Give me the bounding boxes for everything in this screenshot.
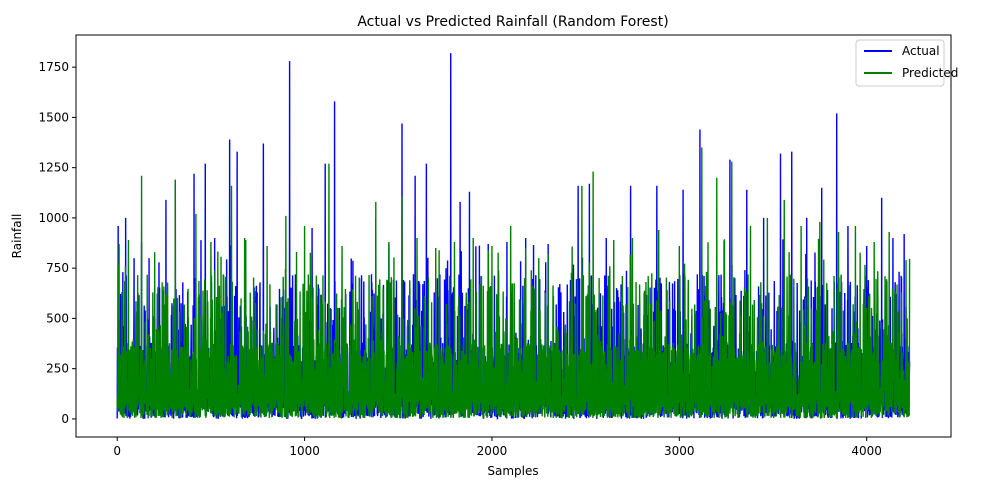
y-axis-label: Rainfall [10, 214, 24, 259]
y-tick-label: 1250 [38, 161, 69, 175]
legend: Actual Predicted [855, 39, 958, 87]
x-tick-label: 1000 [289, 444, 320, 458]
x-tick-label: 2000 [477, 444, 508, 458]
plot-series-layer [116, 53, 911, 420]
x-axis-label: Samples [487, 464, 538, 478]
y-tick-label: 1000 [38, 211, 69, 225]
y-tick-label: 1500 [38, 110, 69, 124]
y-tick-label: 1750 [38, 60, 69, 74]
x-tick-label: 3000 [664, 444, 695, 458]
legend-label-actual: Actual [902, 44, 940, 58]
plot-area-frame [75, 34, 952, 438]
y-tick-label: 250 [46, 362, 69, 376]
x-tick-label: 0 [113, 444, 121, 458]
y-tick-label: 750 [46, 261, 69, 275]
series-line-predicted [116, 147, 911, 420]
y-axis: 0 250 500 750 1000 1250 1500 1750 [38, 60, 76, 426]
y-tick-label: 0 [61, 412, 69, 426]
chart-title: Actual vs Predicted Rainfall (Random For… [357, 14, 668, 30]
y-tick-label: 500 [46, 311, 69, 325]
legend-label-predicted: Predicted [902, 66, 958, 80]
x-axis: 0 1000 2000 3000 4000 [113, 437, 882, 458]
x-tick-label: 4000 [851, 444, 882, 458]
